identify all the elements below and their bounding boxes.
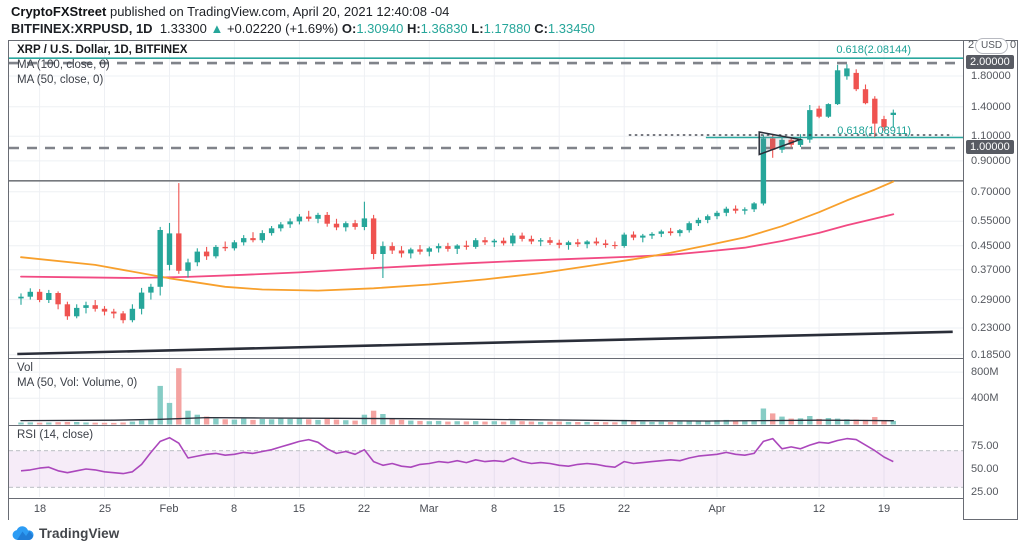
currency-button[interactable]: USD (975, 38, 1009, 54)
volume-scale-label: 400M (971, 392, 999, 404)
volume-chart-canvas[interactable] (9, 359, 963, 425)
time-axis-label: 8 (230, 503, 238, 515)
price-level-badge: 1.00000 (966, 140, 1014, 154)
ma100-legend-row[interactable]: MA (100, close, 0) (17, 59, 110, 71)
volume-ma-legend-row[interactable]: MA (50, Vol: Volume, 0) (17, 377, 138, 389)
price-scale-label: 1.10000 (971, 130, 1011, 142)
price-scale-separator (963, 41, 964, 519)
rsi-scale-label: 50.00 (971, 463, 999, 475)
time-axis-label: 12 (812, 503, 826, 515)
publish-info-text: published on TradingView.com, April 20, … (106, 4, 450, 19)
volume-rsi-separator[interactable] (9, 425, 963, 426)
time-axis[interactable]: 18 25 Feb 8 15 22 Mar 8 15 22 Apr 12 19 (9, 498, 963, 520)
price-scale-label: 0.23000 (971, 322, 1011, 334)
rsi-scale-label: 75.00 (971, 440, 999, 452)
time-axis-label: 15 (292, 503, 306, 515)
tradingview-logo[interactable]: TradingView (12, 523, 119, 543)
tradingview-logo-text: TradingView (39, 525, 120, 541)
price-change: +0.02220 (+1.69%) (226, 21, 339, 36)
price-scale-label: 0.29000 (971, 294, 1011, 306)
high-label: H: (406, 21, 421, 36)
time-axis-label: 22 (617, 503, 631, 515)
time-axis-label: 15 (552, 503, 566, 515)
time-axis-label: 22 (357, 503, 371, 515)
close-value: 1.33450 (547, 21, 595, 36)
tradingview-cloud-icon (12, 525, 34, 540)
time-axis-label: 18 (33, 503, 47, 515)
symbol-ohlc-line: BITFINEX:XRPUSD, 1D 1.33300 ▲ +0.02220 (… (11, 21, 595, 36)
close-label: C: (534, 21, 548, 36)
price-scale-label: 0.55000 (971, 215, 1011, 227)
high-value: 1.36830 (420, 21, 468, 36)
low-label: L: (471, 21, 484, 36)
up-arrow-icon: ▲ (210, 21, 224, 36)
low-value: 1.17880 (483, 21, 531, 36)
price-scale-top-row: 2 USD 0 (966, 38, 1016, 56)
price-scale-label: 1.80000 (971, 70, 1011, 82)
volume-pane[interactable]: Vol MA (50, Vol: Volume, 0) (9, 359, 963, 425)
rsi-pane-legend[interactable]: RSI (14, close) (17, 428, 93, 443)
open-label: O: (341, 21, 357, 36)
last-price: 1.33300 (159, 21, 207, 36)
main-pane-legend[interactable]: XRP / U.S. Dollar, 1D, BITFINEX MA (100,… (17, 43, 187, 88)
rsi-pane[interactable]: RSI (14, close) (9, 426, 963, 497)
price-scale-label: 0.70000 (971, 186, 1011, 198)
main-volume-separator[interactable] (9, 358, 963, 359)
chart-frame: XRP / U.S. Dollar, 1D, BITFINEX MA (100,… (8, 38, 1018, 520)
ma50-legend-row[interactable]: MA (50, close, 0) (17, 74, 104, 86)
price-scale[interactable]: 2 USD 0 1.80000 1.40000 1.10000 0.90000 0.70… (964, 38, 1017, 498)
price-scale-label: 0.90000 (971, 155, 1011, 167)
time-axis-label: 19 (877, 503, 891, 515)
price-scale-label: 0.37000 (971, 264, 1011, 276)
price-scale-label: 0.45000 (971, 240, 1011, 252)
fib-level-upper-label: 0.618(2.08144) (836, 44, 911, 56)
partial-price-label-right: 0 (1010, 39, 1017, 51)
price-scale-label: 0.18500 (971, 349, 1011, 361)
volume-pane-legend[interactable]: Vol MA (50, Vol: Volume, 0) (17, 361, 137, 391)
time-axis-label: Apr (708, 503, 726, 515)
time-axis-label: 25 (98, 503, 112, 515)
volume-scale-label: 800M (971, 366, 999, 378)
fib-level-lower-label: 0.618(1.08911) (837, 125, 911, 137)
open-value: 1.30940 (356, 21, 404, 36)
partial-price-label-left: 2 (968, 39, 975, 51)
main-price-pane[interactable]: XRP / U.S. Dollar, 1D, BITFINEX MA (100,… (9, 41, 963, 358)
time-axis-label: Feb (159, 503, 179, 515)
time-axis-label: Mar (419, 503, 439, 515)
volume-legend-title[interactable]: Vol (17, 362, 33, 374)
publisher-name: CryptoFXStreet (11, 4, 107, 19)
rsi-scale-label: 25.00 (971, 486, 999, 498)
publish-info-line: CryptoFXStreet published on TradingView.… (11, 4, 449, 19)
time-axis-label: 8 (490, 503, 498, 515)
chart-title[interactable]: XRP / U.S. Dollar, 1D, BITFINEX (17, 44, 188, 56)
rsi-chart-canvas[interactable] (9, 426, 963, 497)
symbol-name: BITFINEX:XRPUSD, 1D (11, 21, 153, 36)
rsi-legend-title[interactable]: RSI (14, close) (17, 429, 94, 441)
price-scale-label: 1.40000 (971, 101, 1011, 113)
price-level-badge: 2.00000 (966, 55, 1014, 69)
candlestick-chart-canvas[interactable] (9, 41, 963, 358)
